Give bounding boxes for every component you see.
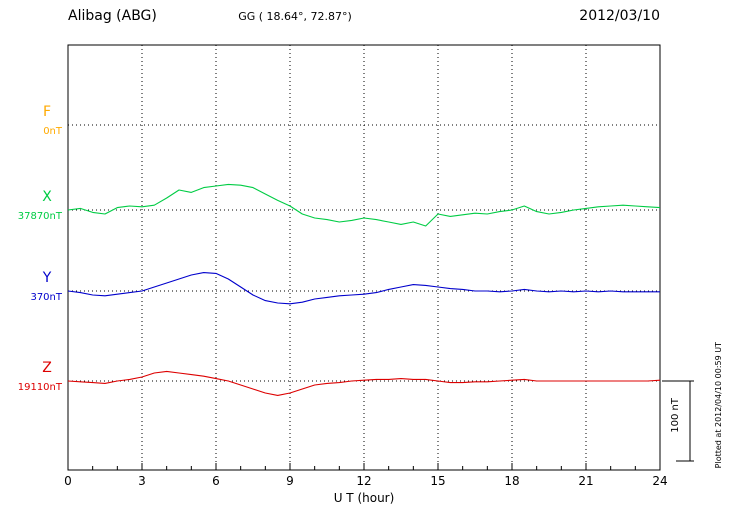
plot-timestamp-note: Plotted at 2012/04/10 00:59 UT (714, 342, 723, 469)
component-baseline-Y: 370nT (30, 292, 62, 303)
date-label: 2012/03/10 (579, 8, 660, 24)
x-axis-title: U T (hour) (333, 491, 395, 505)
x-tick-label-24: 24 (652, 474, 668, 488)
component-label-X: X (42, 189, 52, 205)
x-tick-label-15: 15 (430, 474, 446, 488)
coordinates-label: GG ( 18.64°, 72.87°) (238, 10, 352, 23)
x-tick-label-9: 9 (286, 474, 294, 488)
component-baseline-F: 0nT (43, 126, 62, 137)
station-title: Alibag (ABG) (68, 8, 157, 24)
component-baseline-X: 37870nT (17, 211, 62, 222)
x-tick-label-6: 6 (212, 474, 220, 488)
scale-bar-label: 100 nT (670, 398, 681, 433)
x-tick-label-3: 3 (138, 474, 146, 488)
x-tick-label-12: 12 (356, 474, 372, 488)
x-tick-label-0: 0 (64, 474, 72, 488)
component-label-Y: Y (42, 270, 52, 286)
component-label-Z: Z (42, 360, 52, 376)
x-tick-label-21: 21 (578, 474, 594, 488)
component-baseline-Z: 19110nT (17, 382, 62, 393)
component-label-F: F (42, 104, 52, 120)
x-tick-label-18: 18 (504, 474, 520, 488)
